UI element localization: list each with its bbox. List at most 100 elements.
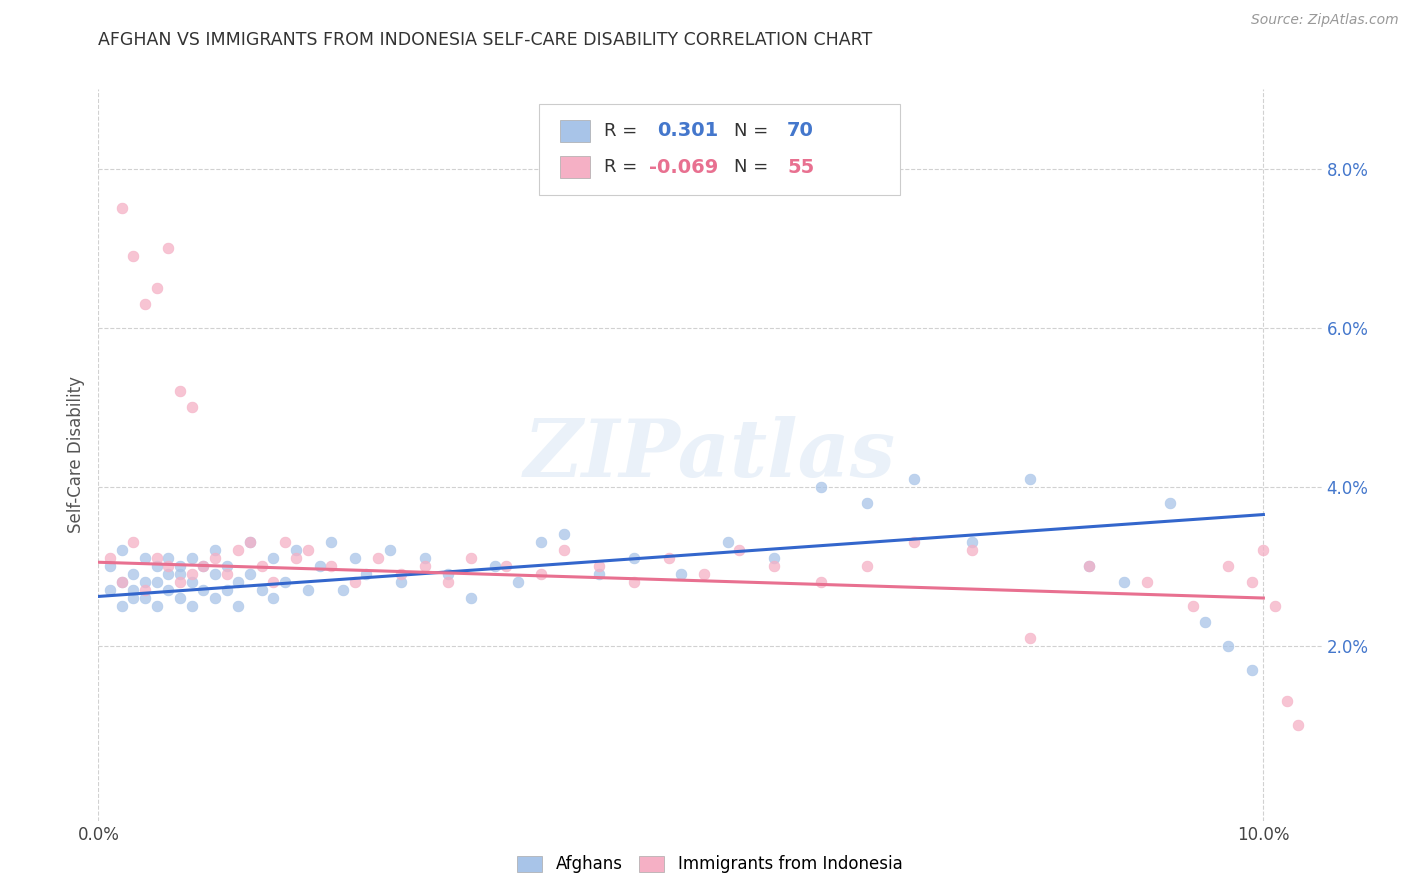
Point	[343, 551, 366, 566]
Point	[262, 551, 284, 566]
Point	[145, 575, 167, 590]
Point	[111, 543, 134, 558]
Point	[367, 551, 389, 566]
Point	[530, 535, 553, 549]
Point	[553, 543, 575, 558]
Text: 70: 70	[787, 121, 814, 140]
Point	[716, 535, 738, 549]
FancyBboxPatch shape	[560, 156, 591, 178]
Point	[122, 567, 145, 582]
Point	[122, 583, 145, 598]
Point	[215, 559, 238, 574]
Point	[1253, 543, 1275, 558]
Point	[134, 583, 156, 598]
Point	[1194, 615, 1216, 629]
Point	[134, 575, 156, 590]
Point	[437, 575, 460, 590]
Point	[180, 599, 202, 613]
Point	[1240, 663, 1263, 677]
Text: R =: R =	[603, 159, 643, 177]
Point	[960, 543, 983, 558]
Point	[285, 551, 308, 566]
Point	[308, 559, 330, 574]
Point	[98, 551, 121, 566]
Point	[658, 551, 681, 566]
Point	[98, 559, 121, 574]
Point	[111, 575, 134, 590]
Point	[98, 583, 121, 598]
Text: -0.069: -0.069	[648, 158, 718, 177]
Point	[297, 543, 319, 558]
Point	[763, 551, 786, 566]
Point	[134, 297, 156, 311]
Point	[145, 559, 167, 574]
Point	[389, 567, 412, 582]
Point	[239, 535, 262, 549]
Point	[484, 559, 506, 574]
Point	[588, 567, 610, 582]
Point	[122, 591, 145, 605]
Point	[157, 551, 180, 566]
Point	[321, 535, 343, 549]
Point	[810, 575, 832, 590]
Point	[389, 575, 412, 590]
Point	[157, 583, 180, 598]
Point	[1136, 575, 1159, 590]
Point	[460, 591, 482, 605]
Point	[111, 575, 134, 590]
Point	[122, 249, 145, 263]
Point	[693, 567, 716, 582]
Point	[215, 583, 238, 598]
Point	[157, 559, 180, 574]
Point	[1077, 559, 1099, 574]
Point	[530, 567, 553, 582]
Point	[1218, 559, 1240, 574]
Point	[553, 527, 575, 541]
FancyBboxPatch shape	[560, 120, 591, 142]
Point	[204, 567, 226, 582]
Point	[157, 567, 180, 582]
Point	[763, 559, 786, 574]
Point	[134, 591, 156, 605]
Point	[111, 202, 134, 216]
Point	[623, 551, 645, 566]
Point	[180, 551, 202, 566]
Point	[960, 535, 983, 549]
Point	[145, 281, 167, 295]
Point	[226, 599, 249, 613]
Point	[1019, 472, 1042, 486]
Point	[180, 567, 202, 582]
Point	[437, 567, 460, 582]
Point	[169, 591, 191, 605]
Point	[122, 535, 145, 549]
Point	[413, 559, 436, 574]
Point	[250, 559, 273, 574]
Text: Source: ZipAtlas.com: Source: ZipAtlas.com	[1251, 13, 1399, 28]
Point	[903, 535, 925, 549]
Point	[204, 591, 226, 605]
Text: R =: R =	[603, 122, 643, 140]
Point	[193, 583, 215, 598]
Point	[145, 599, 167, 613]
Text: ZIPatlas: ZIPatlas	[524, 417, 896, 493]
Point	[169, 559, 191, 574]
Point	[1159, 495, 1181, 509]
Point	[669, 567, 692, 582]
Text: AFGHAN VS IMMIGRANTS FROM INDONESIA SELF-CARE DISABILITY CORRELATION CHART: AFGHAN VS IMMIGRANTS FROM INDONESIA SELF…	[98, 31, 873, 49]
Point	[810, 480, 832, 494]
Y-axis label: Self-Care Disability: Self-Care Disability	[66, 376, 84, 533]
Point	[239, 535, 262, 549]
Point	[506, 575, 529, 590]
Point	[226, 543, 249, 558]
Point	[1112, 575, 1135, 590]
Point	[1286, 718, 1309, 732]
Point	[1218, 639, 1240, 653]
Point	[169, 567, 191, 582]
Point	[856, 495, 879, 509]
Point	[297, 583, 319, 598]
Text: N =: N =	[734, 159, 775, 177]
FancyBboxPatch shape	[538, 103, 900, 195]
Point	[274, 575, 297, 590]
Point	[169, 575, 191, 590]
Legend: Afghans, Immigrants from Indonesia: Afghans, Immigrants from Indonesia	[509, 847, 911, 882]
